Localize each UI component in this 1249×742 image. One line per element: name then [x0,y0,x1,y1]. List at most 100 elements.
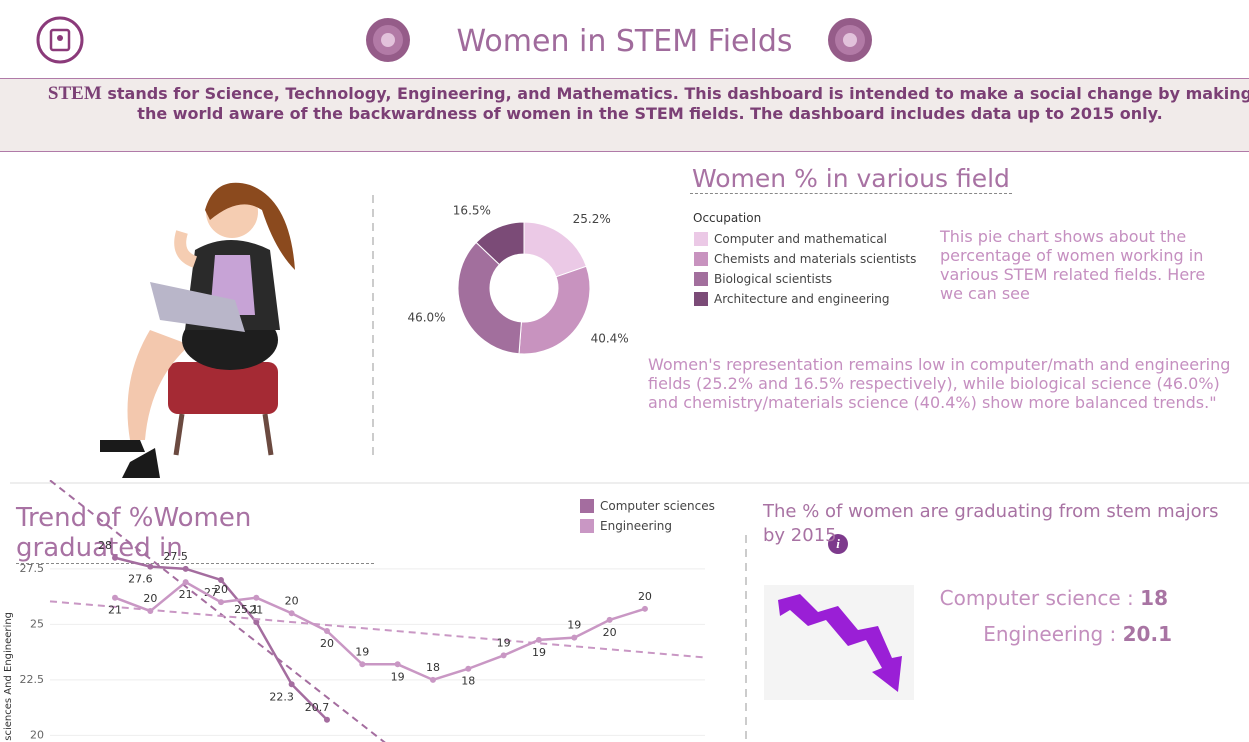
data-point [465,665,472,672]
data-point [147,563,154,570]
kpi-item: Computer science : 18 [900,580,1172,616]
legend-item: Chemists and materials scientists [694,249,916,269]
legend-label: Chemists and materials scientists [714,252,917,266]
data-point [571,634,578,641]
legend: Computer sciences Engineering [580,496,715,536]
pie-chart: 25.2% 40.4% 46.0% 16.5% [407,203,629,355]
info-icon[interactable]: i [836,536,840,551]
legend-item: Architecture and engineering [694,289,916,309]
y-tick-label: 22.5 [20,673,45,686]
legend-label: Engineering [600,519,672,533]
data-label: 25.1 [234,603,259,616]
arrow-image [778,594,902,692]
intro-text: stands for Science, Technology, Engineer… [101,84,1249,123]
data-label: 20.7 [305,701,330,714]
data-point [535,636,542,643]
legend-swatch [694,252,708,266]
icon [49,28,71,52]
data-label: 19 [567,619,581,632]
data-label: 21 [179,588,193,601]
kpi-item: Engineering : 20.1 [900,616,1172,652]
data-label: 27.5 [163,550,188,563]
data-label: 25.2% [573,212,611,226]
data-label: 46.0% [407,311,445,325]
legend-swatch [580,499,594,513]
data-point [182,579,189,586]
line-title: Trend of %Women graduated in [16,503,374,564]
data-label: 21 [108,604,122,617]
data-label: 19 [532,646,546,659]
page-title: Women in STEM Fields [456,24,793,59]
kpi-label: Engineering : [983,622,1123,646]
pie-slice [523,221,587,278]
intro: STEM stands for Science, Technology, Eng… [40,84,1249,124]
data-label: 16.5% [453,203,491,217]
data-label: 18 [461,675,475,688]
data-label: 19 [497,636,511,649]
data-point [147,608,154,615]
data-label: 20 [214,583,228,596]
data-point [253,619,260,626]
data-point [182,565,189,572]
pie-note: Women's representation remains low in co… [648,355,1231,412]
y-tick-label: 27.5 [20,562,45,575]
data-point [394,661,401,668]
data-point [217,599,224,606]
data-label: 20 [143,592,157,605]
data-point [112,554,118,561]
legend-label: Biological scientists [714,272,833,286]
data-point [606,616,613,623]
data-point [500,652,507,659]
legend-label: Computer sciences [600,499,715,513]
data-label: 40.4% [591,332,629,346]
illustration [100,182,295,478]
data-point [288,681,295,688]
data-label: 20 [320,637,334,650]
legend-swatch [694,232,708,246]
data-label: 22.3 [269,690,294,703]
legend: Computer and mathematical Chemists and ma… [694,229,916,309]
y-axis-label: r sciences And Engineering [3,612,14,742]
intro-lead: STEM [47,83,102,104]
data-label: 20 [638,590,652,603]
data-point [359,661,366,668]
data-label: 27.6 [128,573,153,586]
legend-label: Architecture and engineering [714,292,890,306]
legend-item: Biological scientists [694,269,916,289]
legend-swatch [580,519,594,533]
kpi-value: 18 [1140,586,1168,610]
data-point [323,628,330,635]
pie-slice [475,221,525,266]
flower [828,18,872,62]
icon [57,35,63,41]
pie-note: This pie chart shows about the percentag… [940,227,1206,303]
y-tick-label: 25 [30,617,44,630]
data-point [288,610,295,617]
line-chart: 20 22.5 25 27.5 r sciences And Engineering 28… [3,480,706,742]
data-point [323,716,330,723]
kpi-value: 20.1 [1122,622,1172,646]
intro-band [0,78,1249,152]
pie-slice [457,241,522,355]
kpi-title: The % of women are graduating from stem … [763,501,1219,546]
legend-item: Computer and mathematical [694,229,916,249]
data-point [112,594,118,601]
kpi-list: Computer science : 18 Engineering : 20.1 [900,580,1172,652]
icon [36,16,84,64]
data-label: 20 [603,626,617,639]
data-point [641,605,648,612]
data-label: 18 [426,661,440,674]
pie-slice [518,265,591,355]
legend-item: Engineering [580,516,715,536]
legend-swatch [694,272,708,286]
data-point [217,576,224,583]
data-label: 20 [285,594,299,607]
data-label: 21 [249,604,263,617]
trend-line [49,480,386,742]
info-icon[interactable] [828,534,848,554]
data-label: 19 [391,670,405,683]
series-line [114,580,646,682]
data-label: 19 [355,645,369,658]
